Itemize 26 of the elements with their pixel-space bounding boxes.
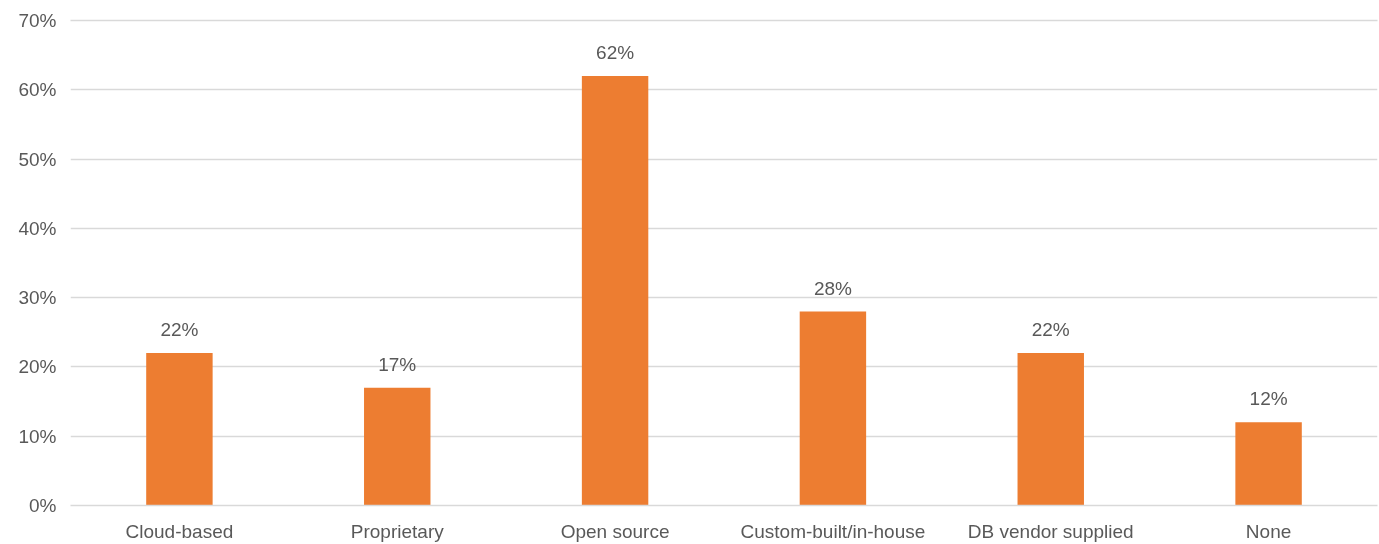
y-tick-label: 60% [18, 79, 57, 101]
data-label: 28% [813, 277, 853, 299]
x-tick-label: DB vendor supplied [967, 520, 1134, 542]
x-tick-label: Cloud-based [125, 520, 234, 542]
bar [146, 353, 213, 506]
y-tick-label: 50% [18, 148, 57, 170]
y-tick-label: 30% [18, 287, 57, 309]
y-tick-label: 40% [18, 217, 57, 239]
bar [799, 311, 867, 506]
x-tick-label: Custom-built/in-house [740, 520, 926, 542]
x-tick-label: Open source [560, 520, 670, 542]
data-label: 17% [378, 353, 417, 375]
bar [581, 75, 649, 506]
bar [364, 387, 431, 506]
y-tick-label: 10% [18, 425, 57, 447]
x-tick-label: Proprietary [350, 520, 445, 542]
data-label: 12% [1249, 388, 1288, 410]
bar [1017, 353, 1084, 506]
data-label: 22% [160, 319, 199, 341]
bar [1235, 422, 1302, 506]
data-label: 62% [596, 41, 635, 63]
y-tick-label: 70% [18, 10, 57, 31]
y-tick-label: 20% [18, 356, 57, 378]
data-label: 22% [1031, 319, 1070, 341]
x-tick-label: None [1245, 520, 1292, 542]
y-tick-label: 0% [29, 495, 57, 516]
